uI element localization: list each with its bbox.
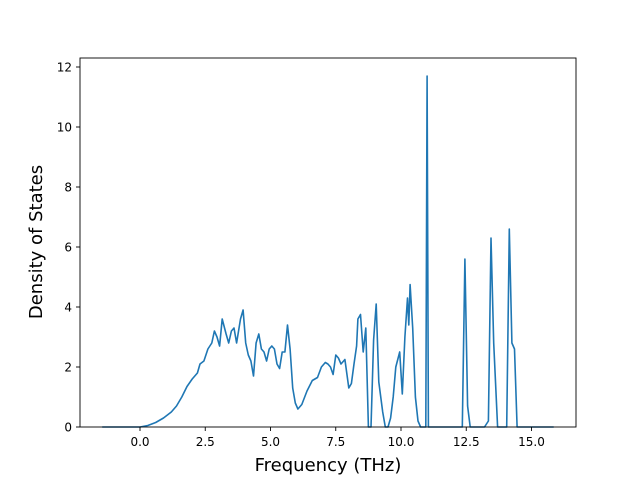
x-axis-ticks: 0.0 2.5 5.0 7.5 10.0 12.5 15.0 [130,427,545,449]
x-axis-label: Frequency (THz) [255,455,402,476]
y-tick-label: 4 [64,301,72,315]
y-tick-label: 8 [64,181,72,195]
y-axis-label: Density of States [26,165,47,319]
y-tick-label: 2 [64,361,72,375]
axes-frame [79,57,577,428]
x-tick-label: 2.5 [196,435,215,449]
x-tick-label: 15.0 [518,435,545,449]
y-tick-label: 0 [64,421,72,435]
plot-area [79,57,577,428]
x-tick-label: 12.5 [453,435,480,449]
y-axis-ticks: 0 2 4 6 8 10 12 [57,61,80,435]
x-tick-label: 7.5 [326,435,345,449]
y-tick-label: 10 [57,121,72,135]
y-tick-label: 6 [64,241,72,255]
x-tick-label: 0.0 [130,435,149,449]
x-tick-label: 10.0 [388,435,415,449]
x-tick-label: 5.0 [261,435,280,449]
y-tick-label: 12 [57,61,72,75]
